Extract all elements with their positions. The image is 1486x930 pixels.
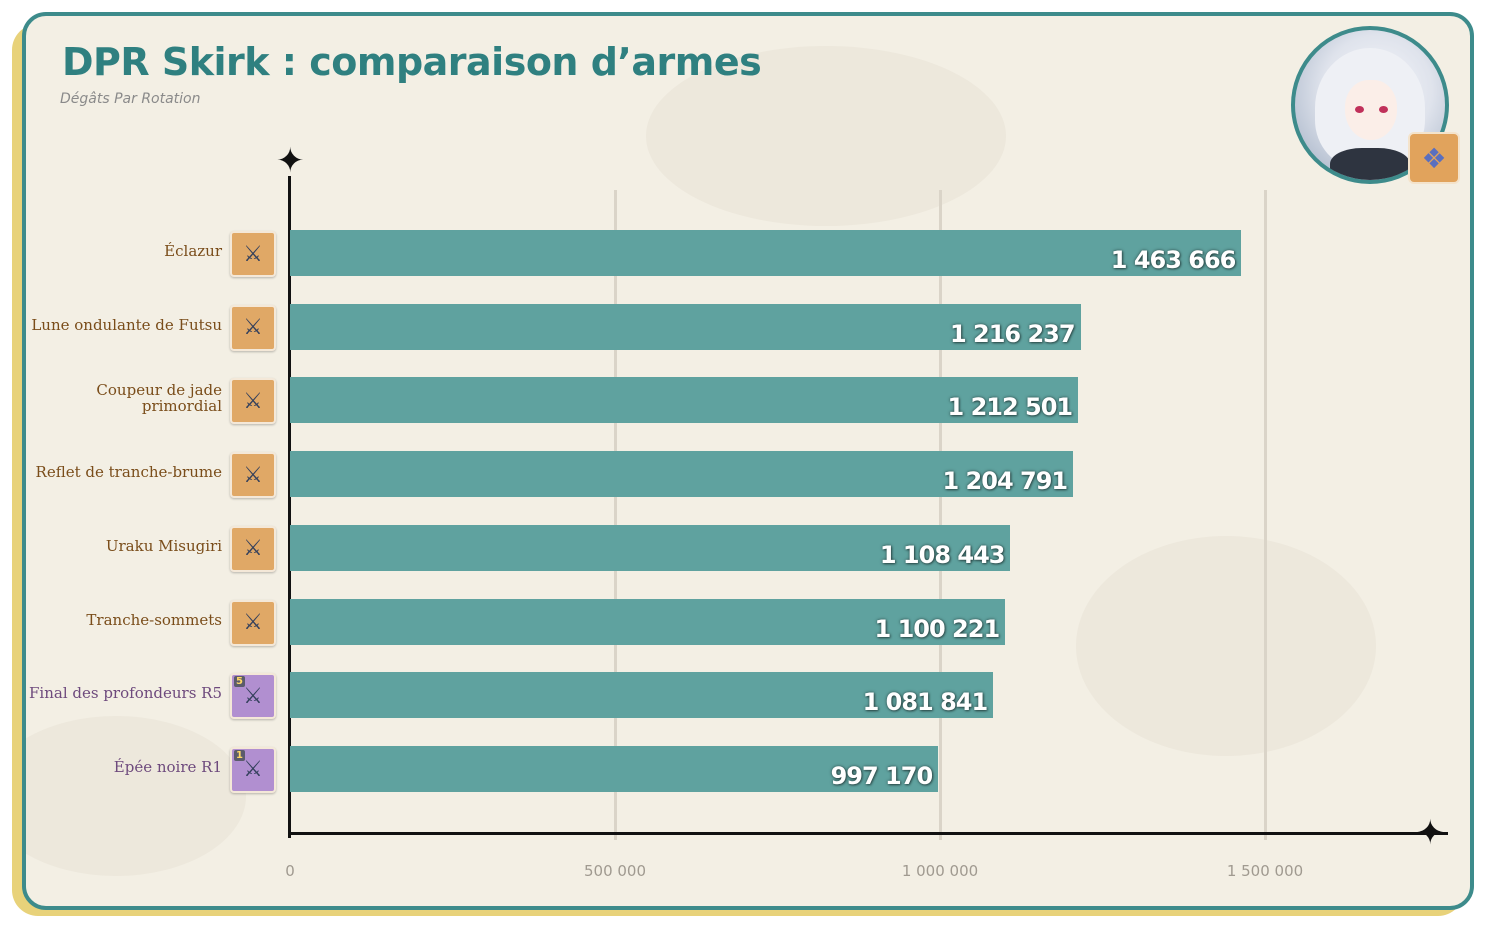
background-texture bbox=[646, 46, 1006, 226]
bar: 1 216 237 bbox=[290, 303, 1081, 350]
bar-value-label: 1 212 501 bbox=[947, 393, 1074, 422]
background-texture bbox=[26, 716, 246, 876]
bar: 1 108 443 bbox=[290, 524, 1011, 571]
category-label: Épée noire R1 bbox=[113, 757, 222, 776]
sword-icon: ⚔ bbox=[230, 599, 276, 646]
sword-icon: ⚔ bbox=[230, 304, 276, 351]
x-tick-label: 1 000 000 bbox=[901, 862, 979, 880]
y-axis bbox=[288, 176, 291, 838]
gridline bbox=[1264, 190, 1267, 840]
bar-value-label: 1 081 841 bbox=[862, 688, 989, 717]
bar-value-label: 1 100 221 bbox=[874, 614, 1001, 643]
bar-value-label: 1 463 666 bbox=[1110, 246, 1237, 274]
chart-subtitle: Dégâts Par Rotation bbox=[60, 91, 201, 107]
bar-value-label: 1 204 791 bbox=[942, 467, 1069, 496]
skirk-portrait-icon bbox=[1291, 26, 1449, 184]
sword-icon: ⚔ bbox=[230, 231, 276, 277]
sword-icon: ⚔ bbox=[230, 525, 276, 572]
gridline bbox=[939, 190, 942, 840]
bar: 997 170 bbox=[290, 745, 939, 792]
x-tick-label: 0 bbox=[285, 862, 295, 880]
refinement-badge: 1 bbox=[234, 749, 245, 761]
bar-value-label: 997 170 bbox=[830, 761, 934, 790]
bar: 1 081 841 bbox=[290, 672, 994, 719]
bar: 1 204 791 bbox=[290, 451, 1074, 498]
category-label: Éclazur bbox=[164, 242, 222, 260]
sword-icon: ⚔ 5 bbox=[230, 673, 276, 720]
x-tick-label: 500 000 bbox=[583, 862, 647, 880]
axis-star-icon: ✦ bbox=[1416, 813, 1445, 853]
category-label: Final des profondeurs R5 bbox=[29, 684, 222, 703]
category-label: Coupeur de jade primordial bbox=[96, 381, 222, 416]
background-texture bbox=[1076, 536, 1376, 756]
bar: 1 463 666 bbox=[290, 230, 1242, 276]
bar-value-label: 1 108 443 bbox=[879, 540, 1006, 569]
gridline bbox=[614, 190, 617, 840]
bar: 1 100 221 bbox=[290, 598, 1006, 645]
x-axis bbox=[288, 832, 1448, 835]
x-tick-label: 1 500 000 bbox=[1226, 862, 1304, 880]
cryo-crystal-icon: ❖ bbox=[1408, 132, 1460, 184]
sword-icon: ⚔ bbox=[230, 378, 276, 425]
category-label: Lune ondulante de Futsu bbox=[31, 315, 222, 334]
category-label: Reflet de tranche-brume bbox=[35, 463, 222, 482]
category-label: Tranche-sommets bbox=[86, 610, 222, 629]
chart-title: DPR Skirk : comparaison d’armes bbox=[62, 40, 762, 84]
refinement-badge: 5 bbox=[234, 676, 245, 688]
bar: 1 212 501 bbox=[290, 377, 1079, 424]
bar-value-label: 1 216 237 bbox=[949, 319, 1076, 348]
category-label: Uraku Misugiri bbox=[105, 536, 222, 555]
axis-star-icon: ✦ bbox=[276, 141, 305, 181]
chart-card: DPR Skirk : comparaison d’armes Dégâts P… bbox=[22, 12, 1474, 910]
sword-icon: ⚔ bbox=[230, 452, 276, 499]
sword-icon: ⚔ 1 bbox=[230, 746, 276, 793]
